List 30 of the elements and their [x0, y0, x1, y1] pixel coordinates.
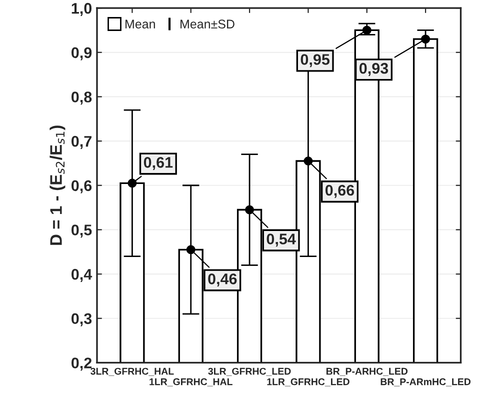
y-tick-label: 0,6: [72, 180, 92, 194]
point: [245, 205, 254, 214]
x-tick-label: 1LR_GFRHC_LED: [267, 378, 350, 386]
x-tick-label: 3LR_GFRHC_LED: [208, 368, 291, 376]
data-label: 0,46: [208, 273, 237, 287]
annotation: Mean±SD: [180, 20, 234, 28]
y-tick-label: 0,7: [72, 136, 92, 149]
y-tick-label: 0,9: [72, 47, 92, 60]
y-tick-label: 0,2: [72, 358, 92, 371]
point: [304, 156, 313, 166]
x-tick-label: BR_P-ARmHC_LED: [380, 378, 471, 386]
y-axis-title: D = 1 - (E$_{s2}$/E$_{s1}$): [50, 126, 66, 245]
x-tick-label: BR_P-ARHC_LED: [326, 368, 408, 376]
x-tick-label: 3LR_GFRHC_HAL: [90, 368, 174, 376]
point: [362, 26, 372, 35]
y-tick-label: 0,4: [72, 268, 92, 282]
point: [128, 178, 137, 188]
point: [421, 34, 430, 44]
x-tick-label: 1LR_GFRHC_HAL: [150, 378, 232, 386]
data-label: 0,66: [325, 184, 354, 198]
y-tick-label: 0,5: [72, 224, 92, 238]
legend-label: Mean: [126, 20, 155, 28]
data-label: 0,93: [359, 62, 388, 76]
data-label: 0,61: [144, 157, 173, 170]
y-tick-label: 0,8: [72, 92, 92, 105]
y-tick-label: 0,3: [72, 313, 92, 326]
y-tick-label: 1,0: [72, 2, 92, 16]
point: [186, 245, 196, 254]
data-label: 0,54: [266, 234, 296, 247]
data-label: 0,95: [300, 54, 330, 68]
